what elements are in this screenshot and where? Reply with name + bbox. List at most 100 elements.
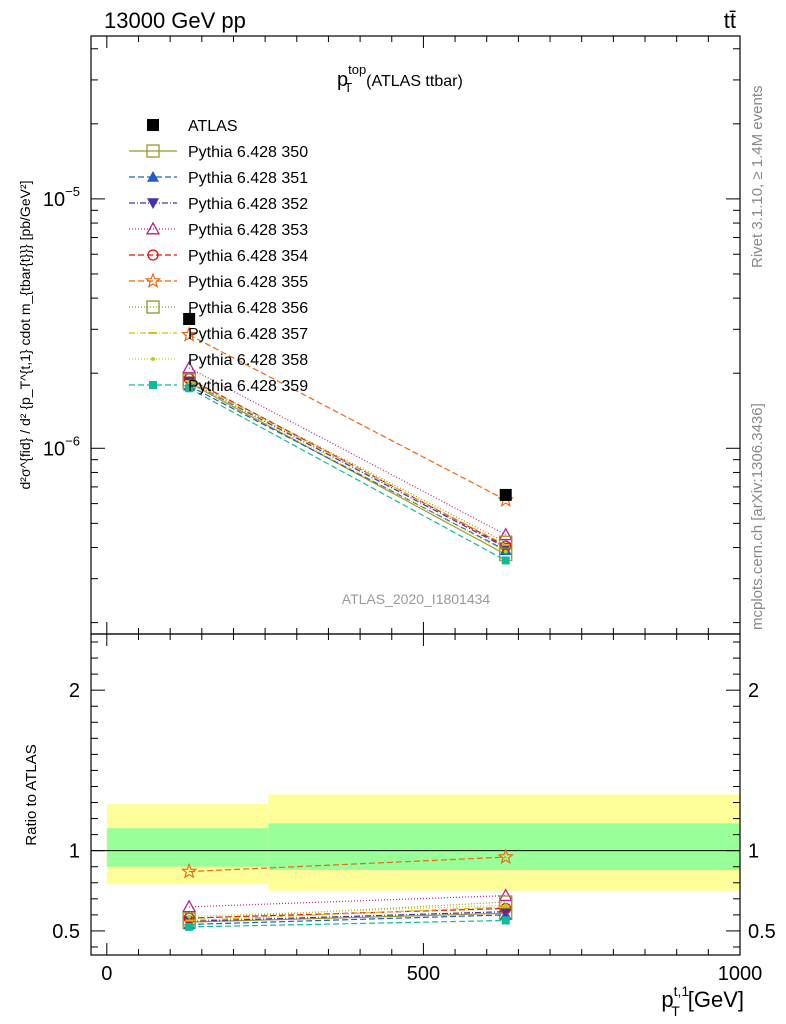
plot-title-sub: T	[344, 80, 352, 95]
main-series-line	[188, 387, 507, 561]
legend-entry: ATLAS	[147, 118, 238, 135]
plot-title-main: p	[337, 69, 348, 91]
x-label-sub: T	[671, 1003, 680, 1019]
ratio-series-point	[501, 916, 510, 925]
x-tick-label: 0	[101, 963, 112, 985]
legend-marker	[147, 198, 159, 209]
legend-marker	[149, 381, 157, 389]
ratio-series-line	[189, 901, 506, 920]
analysis-watermark: ATLAS_2020_I1801434	[342, 591, 491, 607]
legend-entry: Pythia 6.428 358	[129, 352, 308, 369]
header-right: tt̄	[724, 8, 736, 33]
x-label-sup: t,1	[674, 983, 690, 999]
ratio-bands	[91, 794, 740, 891]
legend-marker	[145, 221, 161, 235]
main-series-line	[188, 334, 507, 501]
ratio-series-point	[187, 914, 192, 919]
legend-entry: Pythia 6.428 359	[129, 378, 308, 395]
ratio-series-point	[180, 862, 198, 879]
legend: ATLAS Pythia 6.428 350 Pythia 6.428 351 Pyt…	[129, 118, 308, 395]
ratio-series-line	[189, 919, 506, 928]
legend-label: Pythia 6.428 356	[188, 300, 308, 317]
header-left: 13000 GeV pp	[104, 8, 246, 33]
x-tick-label: 1000	[718, 963, 763, 985]
ratio-ylabel: Ratio to ATLAS	[23, 744, 40, 845]
legend-entry: Pythia 6.428 351	[129, 170, 308, 187]
ratio-series-point	[185, 922, 194, 931]
y-tick-label: 10−6	[43, 433, 80, 460]
main-series	[180, 312, 514, 565]
legend-marker	[146, 144, 160, 158]
ratio-y-tick-label: 2	[69, 680, 80, 702]
main-series-point	[501, 556, 510, 565]
legend-label: Pythia 6.428 357	[188, 326, 308, 343]
ratio-series-point	[499, 906, 512, 918]
legend-marker	[147, 249, 159, 261]
legend-label: Pythia 6.428 355	[188, 274, 308, 291]
ratio-series-point	[183, 916, 196, 928]
ratio-y-tick-label: 1	[69, 841, 80, 863]
y-tick-label-base: 10	[43, 438, 65, 460]
legend-entry: Pythia 6.428 352	[129, 196, 308, 213]
legend-marker	[151, 357, 155, 361]
legend-entry: Pythia 6.428 357	[129, 326, 308, 343]
legend-label: Pythia 6.428 354	[188, 248, 308, 265]
x-label-main: p	[661, 987, 673, 1012]
x-axis-label: pt,1 T [GeV]	[661, 983, 744, 1019]
ratio-series-line	[189, 906, 506, 922]
legend-entry: Pythia 6.428 353	[129, 221, 308, 239]
legend-marker	[147, 171, 159, 182]
legend-entry: Pythia 6.428 356	[129, 300, 308, 317]
plot-title-sup: top	[348, 62, 366, 77]
ratio-y-tick-label: 0.5	[52, 921, 80, 943]
ratio-series-line	[189, 912, 506, 923]
legend-label: Pythia 6.428 358	[188, 352, 308, 369]
main-series-line	[188, 380, 507, 546]
main-series-point	[182, 360, 197, 374]
ratio-series-line	[189, 856, 506, 873]
ratio-y-tick-label-right: 1	[748, 841, 759, 863]
ratio-series-point	[182, 899, 197, 913]
main-series-point	[498, 527, 513, 541]
ratio-series	[180, 848, 514, 931]
ratio-series-point	[498, 888, 513, 902]
legend-label: Pythia 6.428 350	[188, 144, 308, 161]
plot-title: ptop T (ATLAS ttbar)	[337, 62, 463, 95]
legend-label: Pythia 6.428 351	[188, 170, 308, 187]
legend-marker	[146, 300, 160, 314]
ratio-series-point	[499, 895, 513, 909]
y-tick-label-base: 10	[43, 189, 65, 211]
main-series-point	[185, 384, 194, 393]
main-ylabel: d²σ^{fid} / d² {p_T^{t,1} cdot m_{tbar{t…	[17, 181, 33, 490]
legend-label: Pythia 6.428 353	[188, 222, 308, 239]
main-series-line	[188, 378, 507, 547]
y-tick-label: 10−5	[43, 184, 80, 211]
main-series-line	[188, 381, 507, 549]
legend-marker	[147, 119, 159, 131]
rivet-label: Rivet 3.1.10, ≥ 1.4M events	[749, 86, 766, 269]
ratio-y-tick-label-right: 0.5	[748, 921, 776, 943]
main-series-point	[503, 549, 508, 554]
ratio-series-point	[503, 903, 508, 908]
ratio-series-line	[189, 895, 506, 908]
legend-label: Pythia 6.428 352	[188, 196, 308, 213]
uncertainty-band-inner	[268, 823, 740, 870]
main-series-line	[188, 382, 507, 556]
atlas-data-point	[183, 312, 196, 325]
ratio-series-line	[189, 914, 506, 926]
legend-marker	[144, 272, 162, 289]
main-series-line	[188, 385, 507, 551]
main-series-point	[187, 380, 192, 385]
ratio-y-tick-label-right: 2	[748, 680, 759, 702]
atlas-data-point	[499, 488, 512, 501]
legend-label: Pythia 6.428 359	[188, 378, 308, 395]
y-tick-label-exponent: −6	[65, 433, 80, 448]
y-tick-label-exponent: −5	[65, 184, 80, 199]
plot-title-tail: (ATLAS ttbar)	[366, 73, 463, 90]
x-label-tail: [GeV]	[688, 987, 744, 1012]
mcplots-label: mcplots.cern.ch [arXiv:1306.3436]	[749, 403, 766, 630]
main-series-point	[180, 326, 198, 342]
legend-entry: Pythia 6.428 350	[129, 144, 308, 161]
